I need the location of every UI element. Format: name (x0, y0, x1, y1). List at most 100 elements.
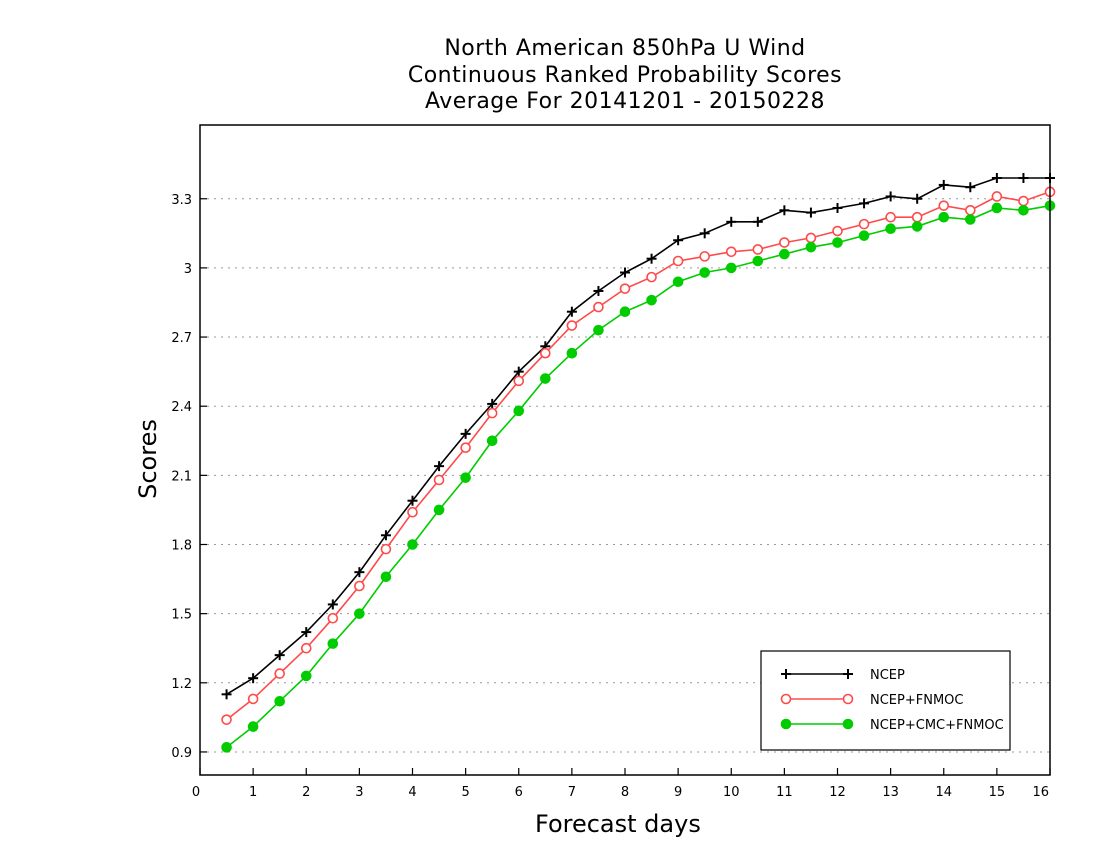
data-point (805, 241, 817, 253)
data-point (620, 267, 630, 278)
data-point (779, 237, 790, 248)
y-tick-label: 2.7 (171, 331, 192, 346)
data-point (911, 211, 923, 223)
x-tick-label: 10 (723, 785, 740, 800)
y-tick-label: 2.1 (171, 469, 192, 484)
data-point (486, 407, 498, 419)
y-tick-label: 3 (184, 262, 192, 277)
axis-ticks: 0.91.21.51.82.12.42.733.30 1 2 3 4 5 6 7 8 9 10 11 1… (171, 193, 1051, 800)
data-point (699, 251, 710, 262)
series-line (226, 177, 1050, 695)
data-point (843, 669, 853, 679)
legend-label: NCEP+CMC+FNMOC (870, 718, 1004, 733)
y-tick-label: 3.3 (171, 193, 192, 208)
legend-item: NCEP (781, 668, 905, 683)
data-point (247, 721, 259, 732)
legend-label: NCEP+FNMOC (870, 693, 963, 708)
data-point (885, 191, 896, 202)
data-point (354, 580, 365, 592)
data-point (752, 255, 764, 267)
data-point (911, 221, 923, 232)
data-point (832, 202, 843, 213)
data-point (805, 207, 816, 218)
legend-label: NCEP (870, 668, 905, 683)
data-point (380, 530, 391, 541)
legend-box (760, 650, 1011, 751)
data-point (327, 638, 339, 649)
data-point (965, 204, 976, 216)
y-tick-label: 1.8 (171, 539, 192, 554)
data-point (938, 200, 950, 211)
data-point (460, 428, 471, 439)
y-tick-label: 2.4 (171, 400, 192, 415)
chart-title-line-2: Continuous Ranked Probability Scores (407, 63, 843, 88)
data-point (672, 276, 684, 288)
data-point (858, 230, 870, 241)
x-tick-label: 7 (568, 785, 576, 800)
data-point (646, 253, 657, 264)
x-tick-label: 1 (249, 785, 257, 800)
x-tick-label: 12 (829, 785, 846, 800)
data-point (779, 205, 790, 216)
x-tick-label: 15 (989, 785, 1006, 800)
data-point (354, 567, 365, 578)
data-point (566, 320, 578, 331)
data-point (1018, 195, 1029, 207)
y-tick-label: 0.9 (171, 746, 192, 761)
x-tick-label: 9 (674, 785, 682, 800)
data-point (699, 228, 710, 239)
data-point (407, 495, 418, 506)
data-point (221, 742, 232, 753)
x-tick-label: 8 (621, 785, 629, 800)
data-point (912, 193, 923, 204)
legend: NCEP NCEP+FNMOC NCEP+CMC+FNMOC (760, 650, 1011, 751)
data-point (1018, 173, 1029, 184)
series-line (226, 191, 1051, 721)
data-point (513, 366, 524, 377)
data-point (779, 248, 790, 260)
data-point (593, 285, 604, 296)
data-point (832, 237, 843, 248)
data-point (300, 670, 312, 682)
series-ncep (221, 173, 1055, 700)
series-layer (221, 173, 1056, 753)
legend-item: NCEP+FNMOC (780, 693, 963, 708)
x-tick-label: 3 (355, 785, 363, 800)
data-point (221, 689, 232, 700)
data-point (274, 668, 285, 679)
data-point (460, 472, 471, 483)
series-ncep-cmc-fnmoc (221, 200, 1056, 753)
x-tick-label: 16 (1032, 785, 1049, 800)
data-point (1018, 204, 1029, 216)
data-point (407, 506, 418, 518)
data-point (859, 198, 870, 209)
data-point (699, 267, 710, 278)
data-point (619, 306, 631, 318)
data-point (725, 246, 737, 258)
data-point (805, 232, 817, 244)
data-point (752, 244, 764, 255)
x-tick-label: 13 (882, 785, 899, 800)
data-point (327, 599, 338, 610)
data-point (300, 642, 312, 654)
data-point (301, 627, 312, 638)
data-point (593, 301, 604, 313)
data-point (619, 283, 631, 294)
data-point (566, 347, 578, 359)
data-point (327, 612, 339, 624)
data-point (752, 216, 763, 227)
data-point (832, 225, 843, 237)
y-tick-label: 1.2 (171, 677, 192, 692)
data-point (885, 223, 896, 235)
data-point (725, 262, 737, 274)
data-point (380, 543, 392, 555)
data-point (842, 718, 854, 730)
data-point (434, 461, 445, 472)
x-tick-label: 4 (408, 785, 416, 800)
data-point (407, 539, 418, 550)
data-point (566, 306, 577, 317)
data-point (247, 693, 259, 705)
chart-title-line-1: North American 850hPa U Wind (444, 36, 806, 61)
data-point (673, 235, 684, 246)
